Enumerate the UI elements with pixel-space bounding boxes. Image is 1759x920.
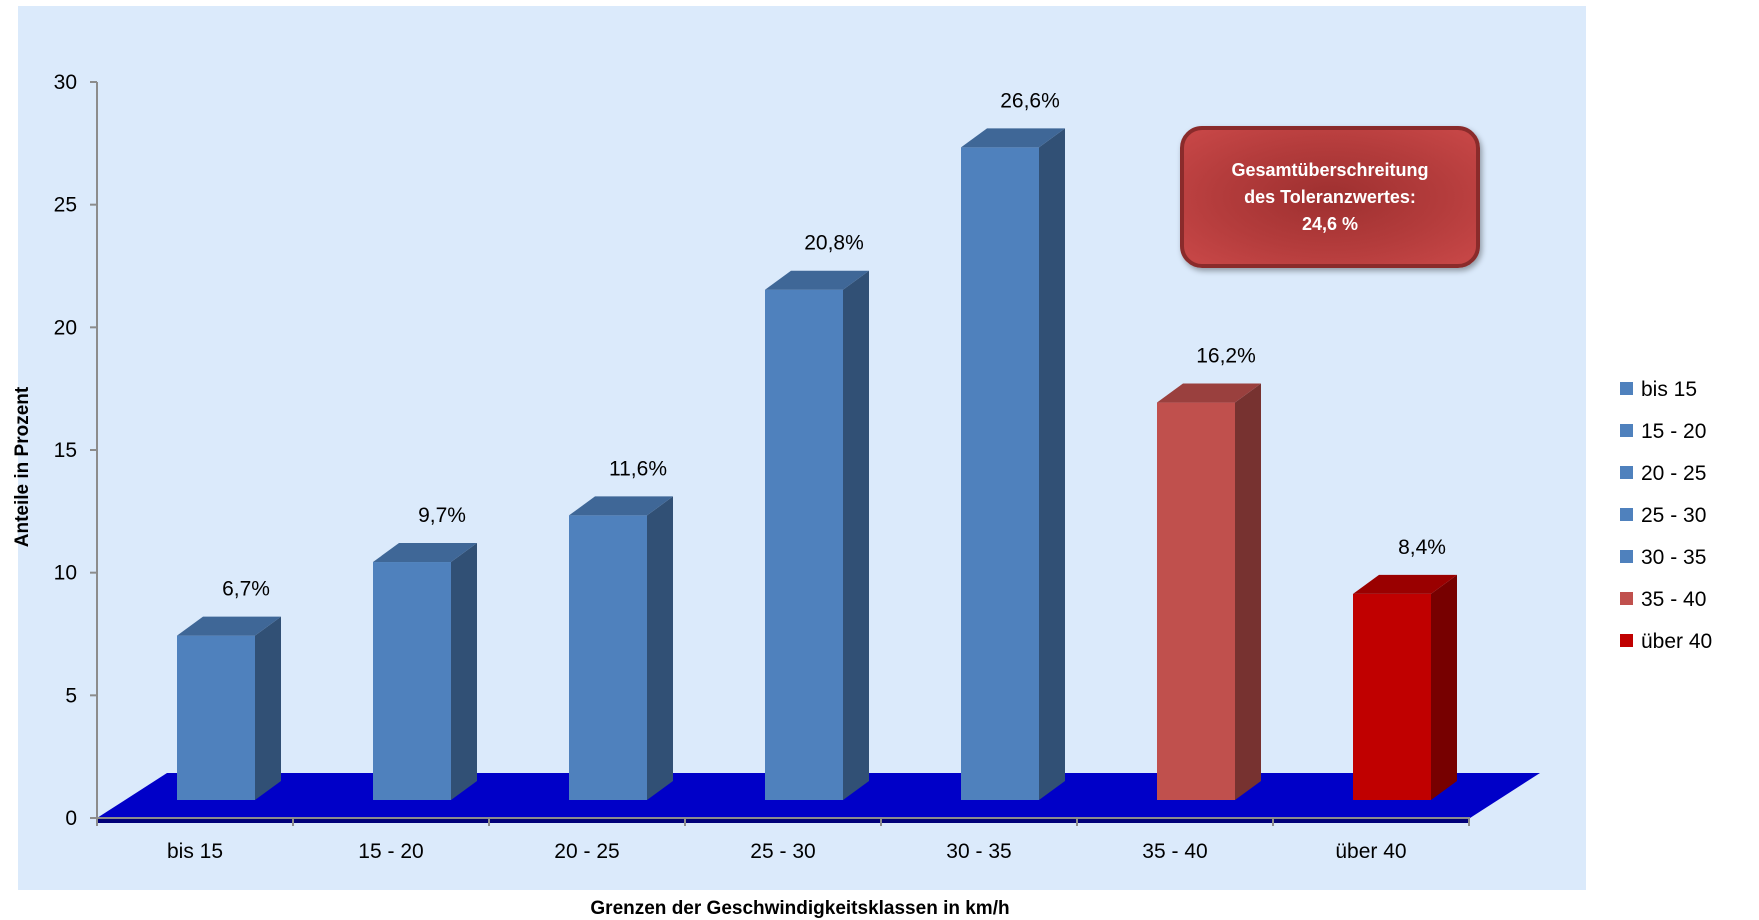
bar-6: [1157, 383, 1261, 800]
annotation-box: Gesamtüberschreitung des Toleranzwertes:…: [1180, 126, 1480, 268]
bar-top: [569, 496, 673, 516]
y-tick-label: 10: [54, 562, 77, 585]
x-tick-label: 25 - 30: [750, 840, 815, 863]
bar-front: [177, 635, 255, 800]
bar-5: [961, 128, 1065, 800]
x-tick-label: 15 - 20: [358, 840, 423, 863]
x-tick-label: 30 - 35: [946, 840, 1011, 863]
legend-swatch: [1620, 550, 1633, 563]
legend-label: bis 15: [1641, 378, 1697, 401]
bar-top: [177, 616, 281, 636]
legend-swatch: [1620, 508, 1633, 521]
bar-front: [1157, 402, 1235, 800]
bars: [177, 128, 1457, 800]
x-tick-label: bis 15: [167, 840, 223, 863]
bar-side: [451, 543, 477, 800]
bar-front: [961, 147, 1039, 800]
legend-label: 20 - 25: [1641, 462, 1706, 485]
legend-swatch: [1620, 382, 1633, 395]
annotation-line-3: 24,6 %: [1301, 213, 1359, 234]
y-tick-label: 20: [54, 316, 77, 339]
bar-top: [373, 543, 477, 563]
legend-label: 30 - 35: [1641, 546, 1706, 569]
y-tick-label: 0: [65, 807, 77, 830]
bar-front: [765, 289, 843, 800]
x-tick-label: über 40: [1335, 840, 1406, 863]
bar-top: [1157, 383, 1261, 403]
bar-side: [1235, 383, 1261, 800]
data-label: 11,6%: [609, 457, 667, 480]
data-label: 8,4%: [1398, 536, 1446, 559]
legend-label: über 40: [1641, 630, 1712, 653]
data-label: 16,2%: [1196, 345, 1256, 368]
legend-label: 35 - 40: [1641, 588, 1706, 611]
data-label: 9,7%: [418, 504, 466, 527]
bar-side: [255, 616, 281, 800]
bar-top: [961, 128, 1065, 148]
y-tick-label: 5: [65, 684, 77, 707]
data-label: 6,7%: [222, 578, 270, 601]
y-tick-label: 30: [54, 71, 77, 94]
x-tick-label: 20 - 25: [554, 840, 619, 863]
legend-label: 15 - 20: [1641, 420, 1706, 443]
bar-top: [1353, 574, 1457, 594]
legend-swatch: [1620, 466, 1633, 479]
floor-edge: [97, 818, 1470, 823]
bar-side: [1431, 574, 1457, 800]
bar-3: [569, 496, 673, 800]
bar-front: [569, 515, 647, 800]
bar-side: [1039, 128, 1065, 800]
bar-7: [1353, 574, 1457, 800]
axes: 0 5 10 15 20 25 30 bis 15 15 - 20 20 - 25 25 - 30 3…: [54, 71, 1470, 863]
legend-label: 25 - 30: [1641, 504, 1706, 527]
y-axis-title: Anteile in Prozent: [12, 386, 33, 547]
bar-front: [373, 562, 451, 800]
data-label: 26,6%: [1000, 89, 1060, 112]
bar-4: [765, 270, 869, 800]
data-labels: 6,7% 9,7% 11,6% 20,8% 26,6% 16,2% 8,4%: [222, 89, 1446, 600]
legend-swatch: [1620, 424, 1633, 437]
legend: bis 15 15 - 20 20 - 25 25 - 30 30 - 35 35 - 4…: [1620, 378, 1712, 653]
bar-side: [843, 270, 869, 800]
legend-swatch: [1620, 634, 1633, 647]
bar-1: [177, 616, 281, 800]
x-axis-title: Grenzen der Geschwindigkeitsklassen in k…: [590, 898, 1009, 919]
y-tick-label: 25: [54, 194, 77, 217]
bar-front: [1353, 593, 1431, 800]
annotation-line-2: des Toleranzwertes:: [1244, 186, 1416, 207]
y-tick-label: 15: [54, 439, 77, 462]
x-tick-label: 35 - 40: [1142, 840, 1207, 863]
bar-top: [765, 270, 869, 290]
legend-swatch: [1620, 592, 1633, 605]
data-label: 20,8%: [804, 232, 864, 255]
annotation-line-1: Gesamtüberschreitung: [1231, 159, 1429, 180]
bar-side: [647, 496, 673, 800]
bar-2: [373, 543, 477, 800]
